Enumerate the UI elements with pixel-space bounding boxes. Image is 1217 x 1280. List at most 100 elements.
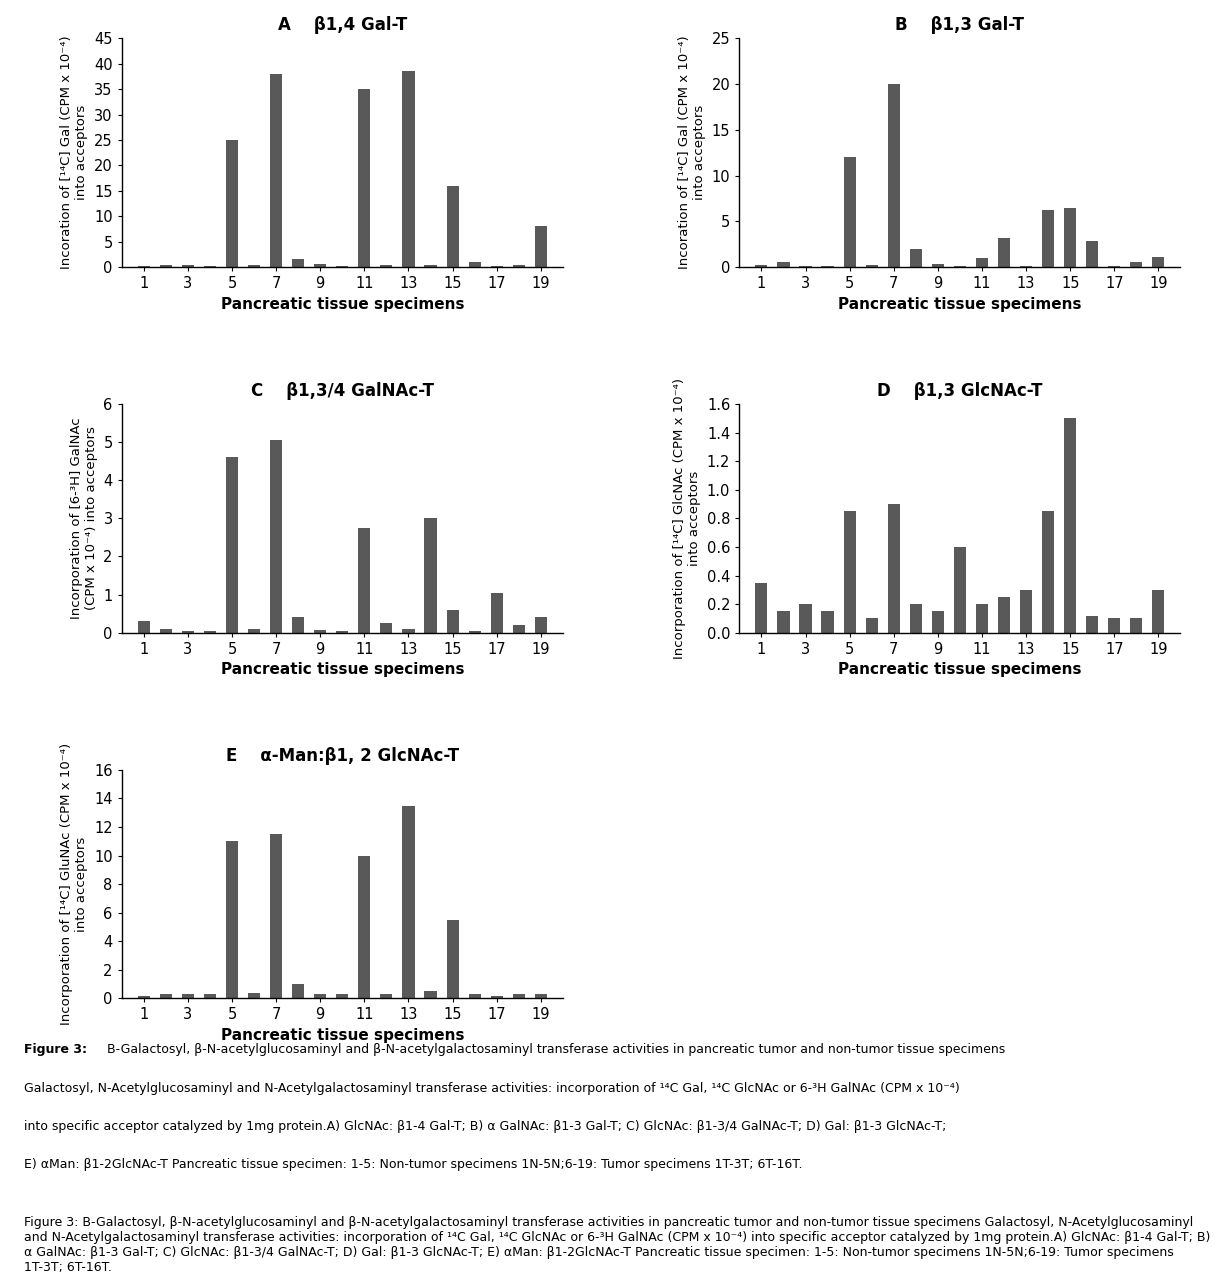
Bar [270,835,282,998]
Bar [336,631,348,632]
Bar [292,260,304,268]
Bar [226,140,239,268]
Bar [138,621,150,632]
Bar [1131,262,1143,268]
Bar [469,262,481,268]
Bar [292,984,304,998]
Bar [843,157,856,268]
Text: Figure 3:: Figure 3: [24,1043,88,1056]
Bar [138,996,150,998]
Y-axis label: Incorporation of [6-³H] GalNAc
(CPM x 10⁻⁴) into acceptors: Incorporation of [6-³H] GalNAc (CPM x 10… [69,417,97,620]
Bar [778,262,790,268]
Bar [1087,616,1098,632]
Bar [910,604,921,632]
Bar [887,504,899,632]
Bar [1152,257,1165,268]
Title: B    β1,3 Gal-T: B β1,3 Gal-T [896,17,1025,35]
Bar [910,248,921,268]
Bar [887,84,899,268]
Text: B-Galactosyl, β-N-acetylglucosaminyl and β-N-acetylgalactosaminyl transferase ac: B-Galactosyl, β-N-acetylglucosaminyl and… [103,1043,1005,1056]
Bar [1064,207,1076,268]
Bar [248,265,260,268]
Bar [1042,511,1054,632]
Text: into specific acceptor catalyzed by 1mg protein.A) GlcNAc: β1-4 Gal-T; B) α GalN: into specific acceptor catalyzed by 1mg … [24,1120,947,1133]
Bar [534,227,546,268]
Bar [381,265,392,268]
Bar [358,527,370,632]
Title: A    β1,4 Gal-T: A β1,4 Gal-T [277,17,406,35]
Bar [865,265,877,268]
Title: E    α-Man:β1, 2 GlcNAc-T: E α-Man:β1, 2 GlcNAc-T [225,748,459,765]
Bar [756,265,768,268]
Bar [1042,210,1054,268]
X-axis label: Pancreatic tissue specimens: Pancreatic tissue specimens [839,297,1082,311]
Bar [954,547,966,632]
Bar [336,995,348,998]
Text: Figure 3: B-Galactosyl, β-N-acetylglucosaminyl and β-N-acetylgalactosaminyl tran: Figure 3: B-Galactosyl, β-N-acetylglucos… [24,1216,1211,1274]
Bar [403,72,415,268]
Bar [270,74,282,268]
Bar [181,631,194,632]
Bar [248,628,260,632]
Y-axis label: Incoration of [¹⁴C] Gal (CPM x 10⁻⁴)
into acceptors: Incoration of [¹⁴C] Gal (CPM x 10⁻⁴) int… [61,36,89,270]
Bar [226,457,239,632]
Bar [181,265,194,268]
Bar [425,518,437,632]
Bar [226,841,239,998]
Bar [159,628,172,632]
Bar [932,264,944,268]
Bar [204,995,215,998]
X-axis label: Pancreatic tissue specimens: Pancreatic tissue specimens [220,297,464,311]
Text: Galactosyl, N-Acetylglucosaminyl and N-Acetylgalactosaminyl transferase activiti: Galactosyl, N-Acetylglucosaminyl and N-A… [24,1082,960,1094]
Bar [270,440,282,632]
Bar [403,805,415,998]
Bar [821,612,834,632]
Bar [292,617,304,632]
Bar [381,623,392,632]
Bar [159,265,172,268]
Bar [425,991,437,998]
Bar [800,604,812,632]
Bar [932,612,944,632]
Y-axis label: Incorporation of [¹⁴C] GlcNAc (CPM x 10⁻⁴)
into acceptors: Incorporation of [¹⁴C] GlcNAc (CPM x 10⁻… [673,378,701,659]
Bar [314,265,326,268]
Bar [976,604,988,632]
Bar [756,582,768,632]
Bar [358,855,370,998]
Bar [534,995,546,998]
Bar [998,238,1010,268]
Bar [204,631,215,632]
Bar [1109,618,1121,632]
Bar [1064,419,1076,632]
Bar [1087,242,1098,268]
Y-axis label: Incoration of [¹⁴C] Gal (CPM x 10⁻⁴)
into acceptors: Incoration of [¹⁴C] Gal (CPM x 10⁻⁴) int… [678,36,706,270]
Bar [1152,590,1165,632]
Text: E) αMan: β1-2GlcNAc-T Pancreatic tissue specimen: 1-5: Non-tumor specimens 1N-5N: E) αMan: β1-2GlcNAc-T Pancreatic tissue … [24,1158,803,1171]
Title: D    β1,3 GlcNAc-T: D β1,3 GlcNAc-T [877,381,1043,399]
Title: C    β1,3/4 GalNAc-T: C β1,3/4 GalNAc-T [251,381,433,399]
Bar [512,995,525,998]
X-axis label: Pancreatic tissue specimens: Pancreatic tissue specimens [839,662,1082,677]
Bar [843,511,856,632]
Bar [248,993,260,998]
Bar [447,186,459,268]
Bar [381,995,392,998]
Bar [1131,618,1143,632]
Bar [447,609,459,632]
Bar [314,630,326,632]
Bar [512,265,525,268]
Y-axis label: Incorporation of [¹⁴C] GluNAc (CPM x 10⁻⁴)
into acceptors: Incorporation of [¹⁴C] GluNAc (CPM x 10⁻… [61,744,89,1025]
Bar [490,593,503,632]
Bar [425,265,437,268]
Bar [778,612,790,632]
Bar [358,90,370,268]
Bar [865,618,877,632]
Bar [181,995,194,998]
Bar [403,628,415,632]
X-axis label: Pancreatic tissue specimens: Pancreatic tissue specimens [220,662,464,677]
Bar [447,920,459,998]
Bar [469,631,481,632]
Bar [512,625,525,632]
Bar [1020,590,1032,632]
Bar [469,995,481,998]
